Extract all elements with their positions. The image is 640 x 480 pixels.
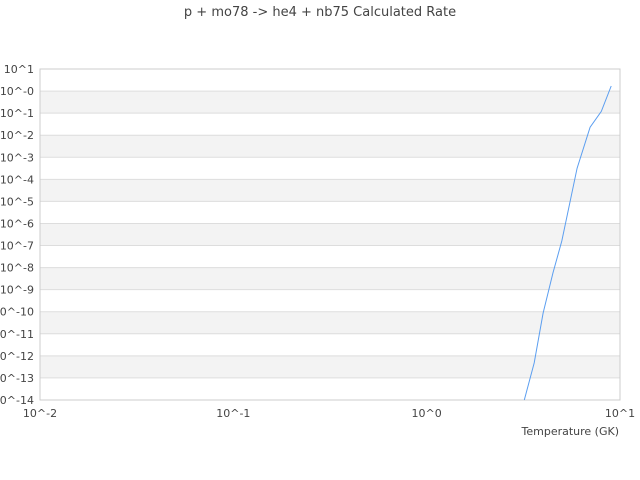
grid-band [40,91,620,114]
y-tick-label: 10^-4 [0,173,34,186]
y-tick-label: 10^-13 [0,372,34,385]
x-tick-label: 10^-1 [216,407,250,420]
grid-band [40,311,620,334]
y-tick-label: 10^-5 [0,195,34,208]
x-tick-label: 10^0 [412,407,442,420]
y-tick-label: 10^1 [4,63,34,76]
y-tick-label: 10^-11 [0,328,34,341]
grid-band [40,223,620,246]
chart-title: p + mo78 -> he4 + nb75 Calculated Rate [184,5,456,20]
grid-band [40,267,620,290]
y-tick-label: 10^-0 [0,85,34,98]
y-tick-label: 10^-6 [0,217,34,230]
x-tick-label: 10^-2 [23,407,57,420]
series-line [523,85,612,401]
y-tick-label: 10^-8 [0,262,34,275]
y-tick-label: 10^-14 [0,394,34,407]
plot-frame [39,68,621,401]
grid-band [40,179,620,202]
y-tick-label: 10^-1 [0,107,34,120]
grid-band [40,135,620,158]
y-tick-label: 10^-10 [0,306,34,319]
x-tick-label: 10^1 [605,407,635,420]
y-tick-label: 10^-3 [0,151,34,164]
y-tick-label: 10^-2 [0,129,34,142]
y-tick-label: 10^-7 [0,240,34,253]
x-axis-label: Temperature (GK) [521,425,620,438]
y-tick-label: 10^-9 [0,284,34,297]
y-tick-label: 10^-12 [0,350,34,363]
grid-band [40,355,620,378]
